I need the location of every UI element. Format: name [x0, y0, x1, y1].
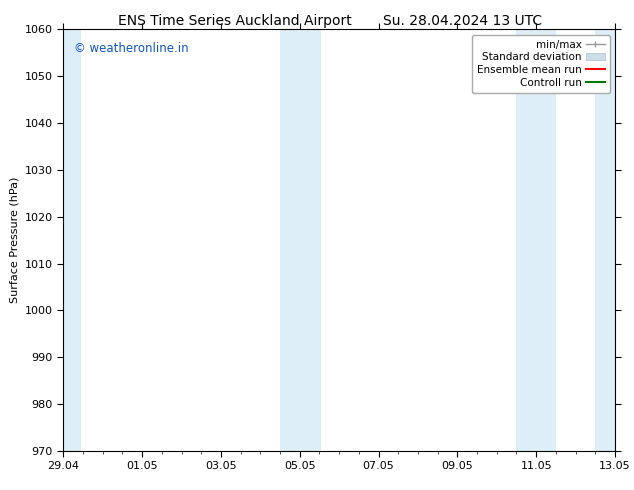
Text: © weatheronline.in: © weatheronline.in [74, 42, 189, 55]
Text: ENS Time Series Auckland Airport: ENS Time Series Auckland Airport [118, 14, 351, 28]
Bar [63, 29, 81, 451]
Bar [517, 29, 556, 451]
Bar [280, 29, 321, 451]
Y-axis label: Surface Pressure (hPa): Surface Pressure (hPa) [10, 177, 19, 303]
Text: Su. 28.04.2024 13 UTC: Su. 28.04.2024 13 UTC [384, 14, 542, 28]
Legend: min/max, Standard deviation, Ensemble mean run, Controll run: min/max, Standard deviation, Ensemble me… [472, 35, 610, 93]
Bar [595, 29, 616, 451]
